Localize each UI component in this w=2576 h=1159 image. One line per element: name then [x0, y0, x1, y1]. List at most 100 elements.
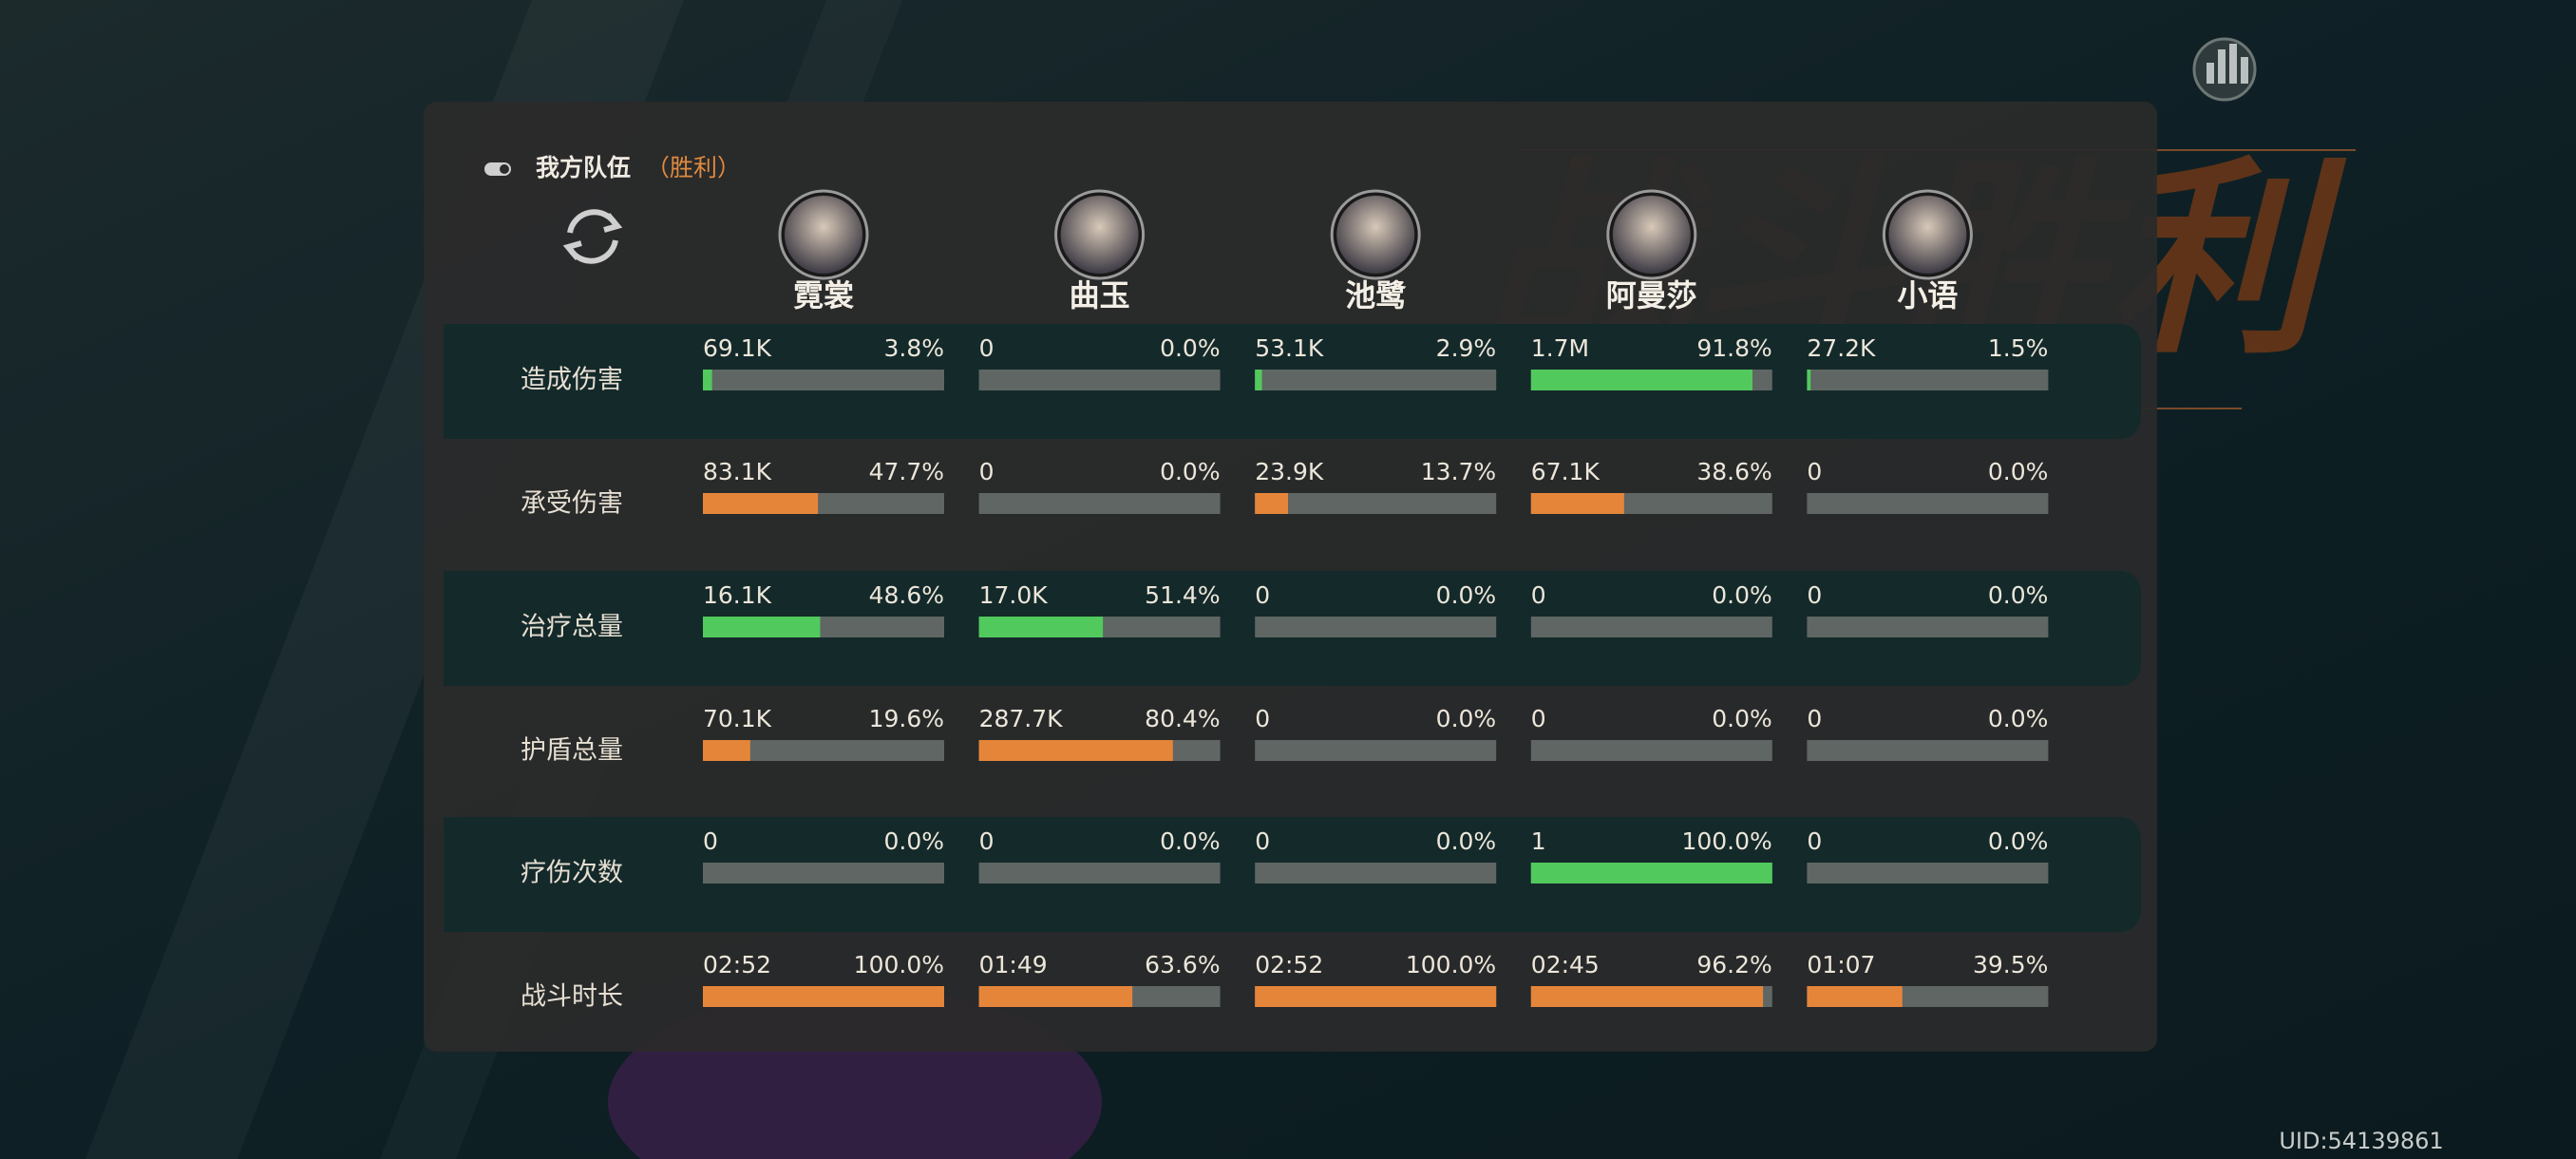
bar-track [1255, 863, 1497, 884]
bar-track [1807, 617, 2049, 637]
bar-fill [1530, 986, 1764, 1007]
bar-fill [1530, 370, 1752, 390]
stat-value: 0 [1531, 705, 1546, 732]
bar-track [1255, 740, 1497, 761]
bar-track [1530, 617, 1772, 637]
stat-percent: 0.0% [1712, 705, 1772, 732]
stat-value: 53.1K [1255, 334, 1324, 362]
stat-value: 0 [1807, 458, 1822, 485]
character-name: 池鹭 [1345, 277, 1407, 314]
stat-value: 02:45 [1531, 951, 1600, 978]
team-result: （胜利） [646, 154, 741, 181]
stat-percent: 0.0% [883, 827, 944, 855]
stat-value: 69.1K [703, 334, 772, 362]
bar-track [1255, 370, 1497, 390]
character-name: 曲玉 [1070, 277, 1130, 314]
bar-fill [1530, 863, 1772, 884]
row-label: 疗伤次数 [521, 859, 623, 888]
bar-fill [703, 493, 819, 514]
bar-fill [978, 740, 1173, 761]
bar-track [1807, 863, 2049, 884]
stat-value: 01:07 [1807, 951, 1875, 978]
stat-percent: 38.6% [1696, 458, 1771, 485]
row-label: 治疗总量 [521, 613, 623, 642]
avatar [1336, 196, 1415, 274]
stat-percent: 100.0% [1681, 827, 1771, 855]
stat-value: 0 [1807, 705, 1822, 732]
stat-percent: 63.6% [1145, 951, 1220, 978]
uid: UID:54139861 [2279, 1128, 2443, 1154]
stat-value: 0 [1255, 705, 1270, 732]
stat-percent: 0.0% [1988, 581, 2049, 609]
stat-percent: 48.6% [869, 581, 944, 609]
stat-value: 16.1K [703, 581, 772, 609]
bar-fill [703, 986, 944, 1007]
stat-percent: 0.0% [1436, 705, 1497, 732]
bar-fill [1255, 493, 1288, 514]
bar-fill [1255, 370, 1262, 390]
stat-value: 1.7M [1531, 334, 1589, 362]
stats-icon [2207, 44, 2248, 84]
stat-value: 0 [979, 458, 994, 485]
stat-percent: 80.4% [1145, 705, 1220, 732]
bar-track [1255, 493, 1497, 514]
row-label: 造成伤害 [521, 366, 623, 395]
refresh-button[interactable] [562, 209, 623, 264]
stat-value: 01:49 [979, 951, 1048, 978]
bar-track [1807, 493, 2049, 514]
stat-value: 0 [979, 827, 994, 855]
bar-fill [703, 370, 712, 390]
stat-percent: 91.8% [1696, 334, 1771, 362]
stat-value: 17.0K [979, 581, 1049, 609]
stat-value: 0 [979, 334, 994, 362]
avatar [785, 196, 862, 274]
stat-percent: 100.0% [854, 951, 944, 978]
stat-value: 0 [1255, 827, 1270, 855]
character-name: 霓裳 [793, 277, 855, 314]
bar-fill [978, 617, 1104, 637]
stat-value: 27.2K [1807, 334, 1876, 362]
bar-track [978, 493, 1221, 514]
stat-percent: 51.4% [1145, 581, 1220, 609]
stat-percent: 47.7% [869, 458, 944, 485]
stat-percent: 0.0% [1160, 458, 1221, 485]
stat-value: 67.1K [1531, 458, 1601, 485]
bar-track [978, 863, 1221, 884]
avatar [1612, 196, 1691, 274]
bar-fill [703, 617, 821, 637]
bar-fill [1807, 370, 1811, 390]
bar-fill [1807, 986, 1903, 1007]
stat-value: 83.1K [703, 458, 772, 485]
stat-value: 0 [1807, 581, 1822, 609]
stat-percent: 96.2% [1696, 951, 1771, 978]
stat-value: 23.9K [1255, 458, 1324, 485]
bar-track [1530, 740, 1772, 761]
row-label: 护盾总量 [521, 736, 623, 766]
team-title: 我方队伍 [536, 154, 631, 181]
bar-track [1807, 370, 2049, 390]
bar-fill [1530, 493, 1624, 514]
stat-value: 0 [1255, 581, 1270, 609]
stat-value: 1 [1531, 827, 1546, 855]
stat-percent: 0.0% [1988, 705, 2049, 732]
stat-percent: 100.0% [1406, 951, 1496, 978]
bar-track [978, 370, 1221, 390]
stat-value: 02:52 [1255, 951, 1323, 978]
avatar [1060, 196, 1139, 274]
bar-track [1255, 617, 1497, 637]
character-name: 阿曼莎 [1606, 277, 1697, 314]
stat-percent: 3.8% [883, 334, 944, 362]
bar-track [1807, 740, 2049, 761]
stat-percent: 19.6% [869, 705, 944, 732]
stat-value: 0 [1531, 581, 1546, 609]
bar-fill [978, 986, 1133, 1007]
stat-percent: 39.5% [1973, 951, 2048, 978]
toggle-knob [500, 164, 509, 174]
stat-percent: 1.5% [1988, 334, 2049, 362]
stat-percent: 0.0% [1436, 827, 1497, 855]
stat-percent: 0.0% [1160, 334, 1221, 362]
stat-value: 0 [1807, 827, 1822, 855]
stat-percent: 0.0% [1160, 827, 1221, 855]
avatar [1888, 196, 1967, 274]
